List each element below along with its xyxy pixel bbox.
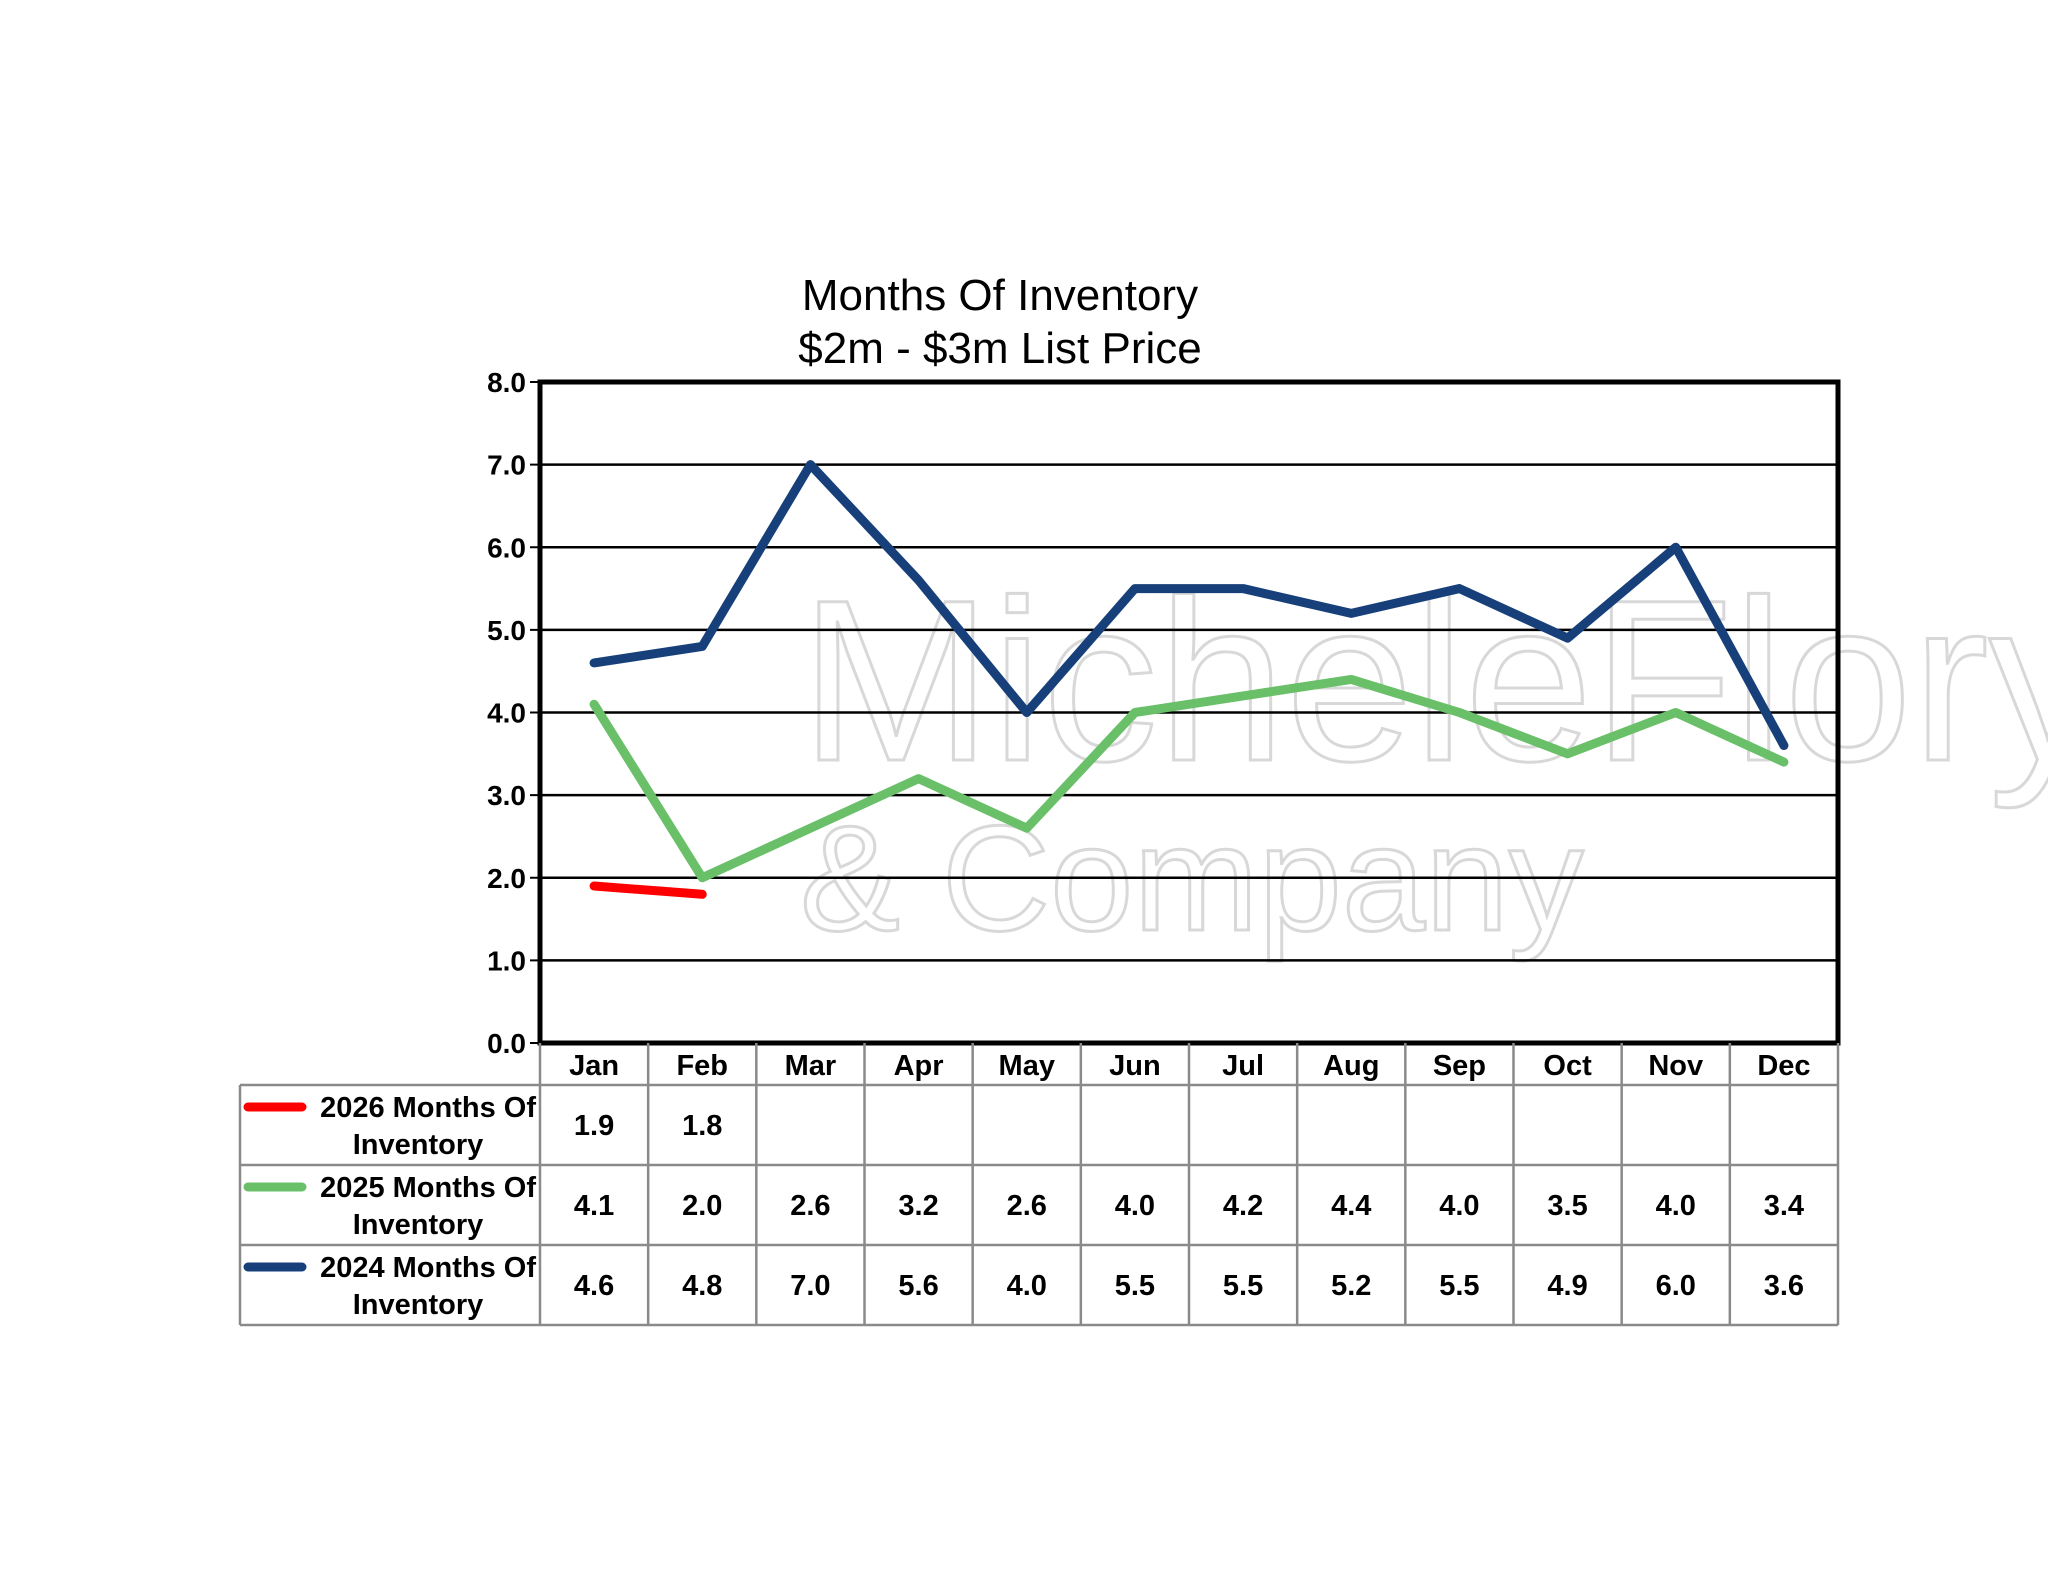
data-table: Jan Feb Mar Apr May Jun Jul Aug Sep Oct Nov Dec 2026… [238,1043,1840,1327]
table-cell: 4.4 [1331,1190,1371,1222]
table-cell: 2.0 [682,1190,722,1222]
table-cell: 4.0 [1007,1270,1047,1302]
x-tick-label: Jun [1109,1050,1161,1082]
table-cell: 3.6 [1764,1270,1804,1302]
y-tick-label: 1.0 [487,945,526,976]
table-cell: 6.0 [1656,1270,1696,1302]
y-tick-label: 5.0 [487,615,526,646]
y-tick-label: 7.0 [487,450,526,481]
series-lines [589,460,1789,899]
legend-label: Inventory [353,1129,484,1161]
table-cell: 4.0 [1656,1190,1696,1222]
chart-subtitle: $2m - $3m List Price [798,324,1201,373]
x-tick-label: Nov [1648,1050,1703,1082]
x-tick-label: Apr [894,1050,944,1082]
x-tick-label: Dec [1757,1050,1810,1082]
table-cell: 4.6 [574,1270,614,1302]
legend-label: 2025 Months Of [320,1172,536,1204]
x-tick-label: Jan [569,1050,619,1082]
table-cell: 4.9 [1547,1270,1587,1302]
x-tick-label: Feb [676,1050,728,1082]
table-cell: 4.1 [574,1190,614,1222]
y-tick-label: 0.0 [487,1028,526,1059]
table-cell: 4.2 [1223,1190,1263,1222]
table-cell: 3.5 [1547,1190,1587,1222]
legend-label: 2026 Months Of [320,1092,536,1124]
legend-label: Inventory [353,1289,484,1321]
y-tick-label: 8.0 [487,367,526,398]
legend-label: Inventory [353,1209,484,1241]
watermark-logo: MicheleFlory & Company [799,551,2048,964]
table-cell: 4.0 [1115,1190,1155,1222]
table-cell: 5.5 [1439,1270,1479,1302]
series-line-2026 [589,881,707,899]
table-cell: 5.5 [1223,1270,1263,1302]
y-axis-ticks: 0.0 1.0 2.0 3.0 4.0 5.0 6.0 7.0 8.0 [487,367,540,1059]
y-tick-label: 2.0 [487,863,526,894]
chart-title: Months Of Inventory [802,271,1198,320]
y-tick-label: 4.0 [487,698,526,729]
table-cell: 2.6 [790,1190,830,1222]
x-tick-label: Mar [785,1050,837,1082]
series-line-2025 [589,674,1789,883]
table-cell: 1.8 [682,1110,722,1142]
table-cell: 2.6 [1007,1190,1047,1222]
y-tick-label: 3.0 [487,780,526,811]
legend-label: 2024 Months Of [320,1252,536,1284]
table-cell: 1.9 [574,1110,614,1142]
table-cell: 5.6 [898,1270,938,1302]
x-tick-label: Aug [1323,1050,1379,1082]
y-tick-label: 6.0 [487,532,526,563]
x-tick-label: Jul [1222,1050,1264,1082]
table-cell: 3.2 [898,1190,938,1222]
series-line-2024 [589,460,1789,751]
table-cell: 7.0 [790,1270,830,1302]
table-cell: 3.4 [1764,1190,1804,1222]
x-tick-label: Oct [1543,1050,1592,1082]
x-tick-label: May [999,1050,1055,1082]
table-cell: 4.8 [682,1270,722,1302]
watermark-line1: MicheleFlory [800,552,2048,809]
table-cell: 4.0 [1439,1190,1479,1222]
table-cell: 5.2 [1331,1270,1371,1302]
table-cell: 5.5 [1115,1270,1155,1302]
x-tick-label: Sep [1433,1050,1486,1082]
